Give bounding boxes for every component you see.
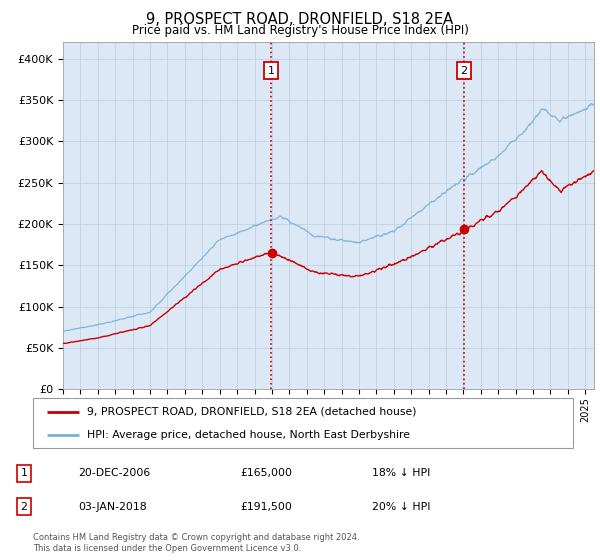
Text: HPI: Average price, detached house, North East Derbyshire: HPI: Average price, detached house, Nort… bbox=[87, 430, 410, 440]
Text: 20% ↓ HPI: 20% ↓ HPI bbox=[372, 502, 431, 512]
Text: 2: 2 bbox=[460, 66, 467, 76]
Text: £191,500: £191,500 bbox=[240, 502, 292, 512]
Text: 1: 1 bbox=[20, 468, 28, 478]
Text: 9, PROSPECT ROAD, DRONFIELD, S18 2EA: 9, PROSPECT ROAD, DRONFIELD, S18 2EA bbox=[146, 12, 454, 27]
Text: Contains HM Land Registry data © Crown copyright and database right 2024.
This d: Contains HM Land Registry data © Crown c… bbox=[33, 533, 359, 553]
Text: £165,000: £165,000 bbox=[240, 468, 292, 478]
Text: 18% ↓ HPI: 18% ↓ HPI bbox=[372, 468, 430, 478]
Text: 03-JAN-2018: 03-JAN-2018 bbox=[78, 502, 146, 512]
Text: 1: 1 bbox=[268, 66, 275, 76]
Text: 2: 2 bbox=[20, 502, 28, 512]
Text: 20-DEC-2006: 20-DEC-2006 bbox=[78, 468, 150, 478]
Text: 9, PROSPECT ROAD, DRONFIELD, S18 2EA (detached house): 9, PROSPECT ROAD, DRONFIELD, S18 2EA (de… bbox=[87, 407, 416, 417]
Text: Price paid vs. HM Land Registry's House Price Index (HPI): Price paid vs. HM Land Registry's House … bbox=[131, 24, 469, 37]
